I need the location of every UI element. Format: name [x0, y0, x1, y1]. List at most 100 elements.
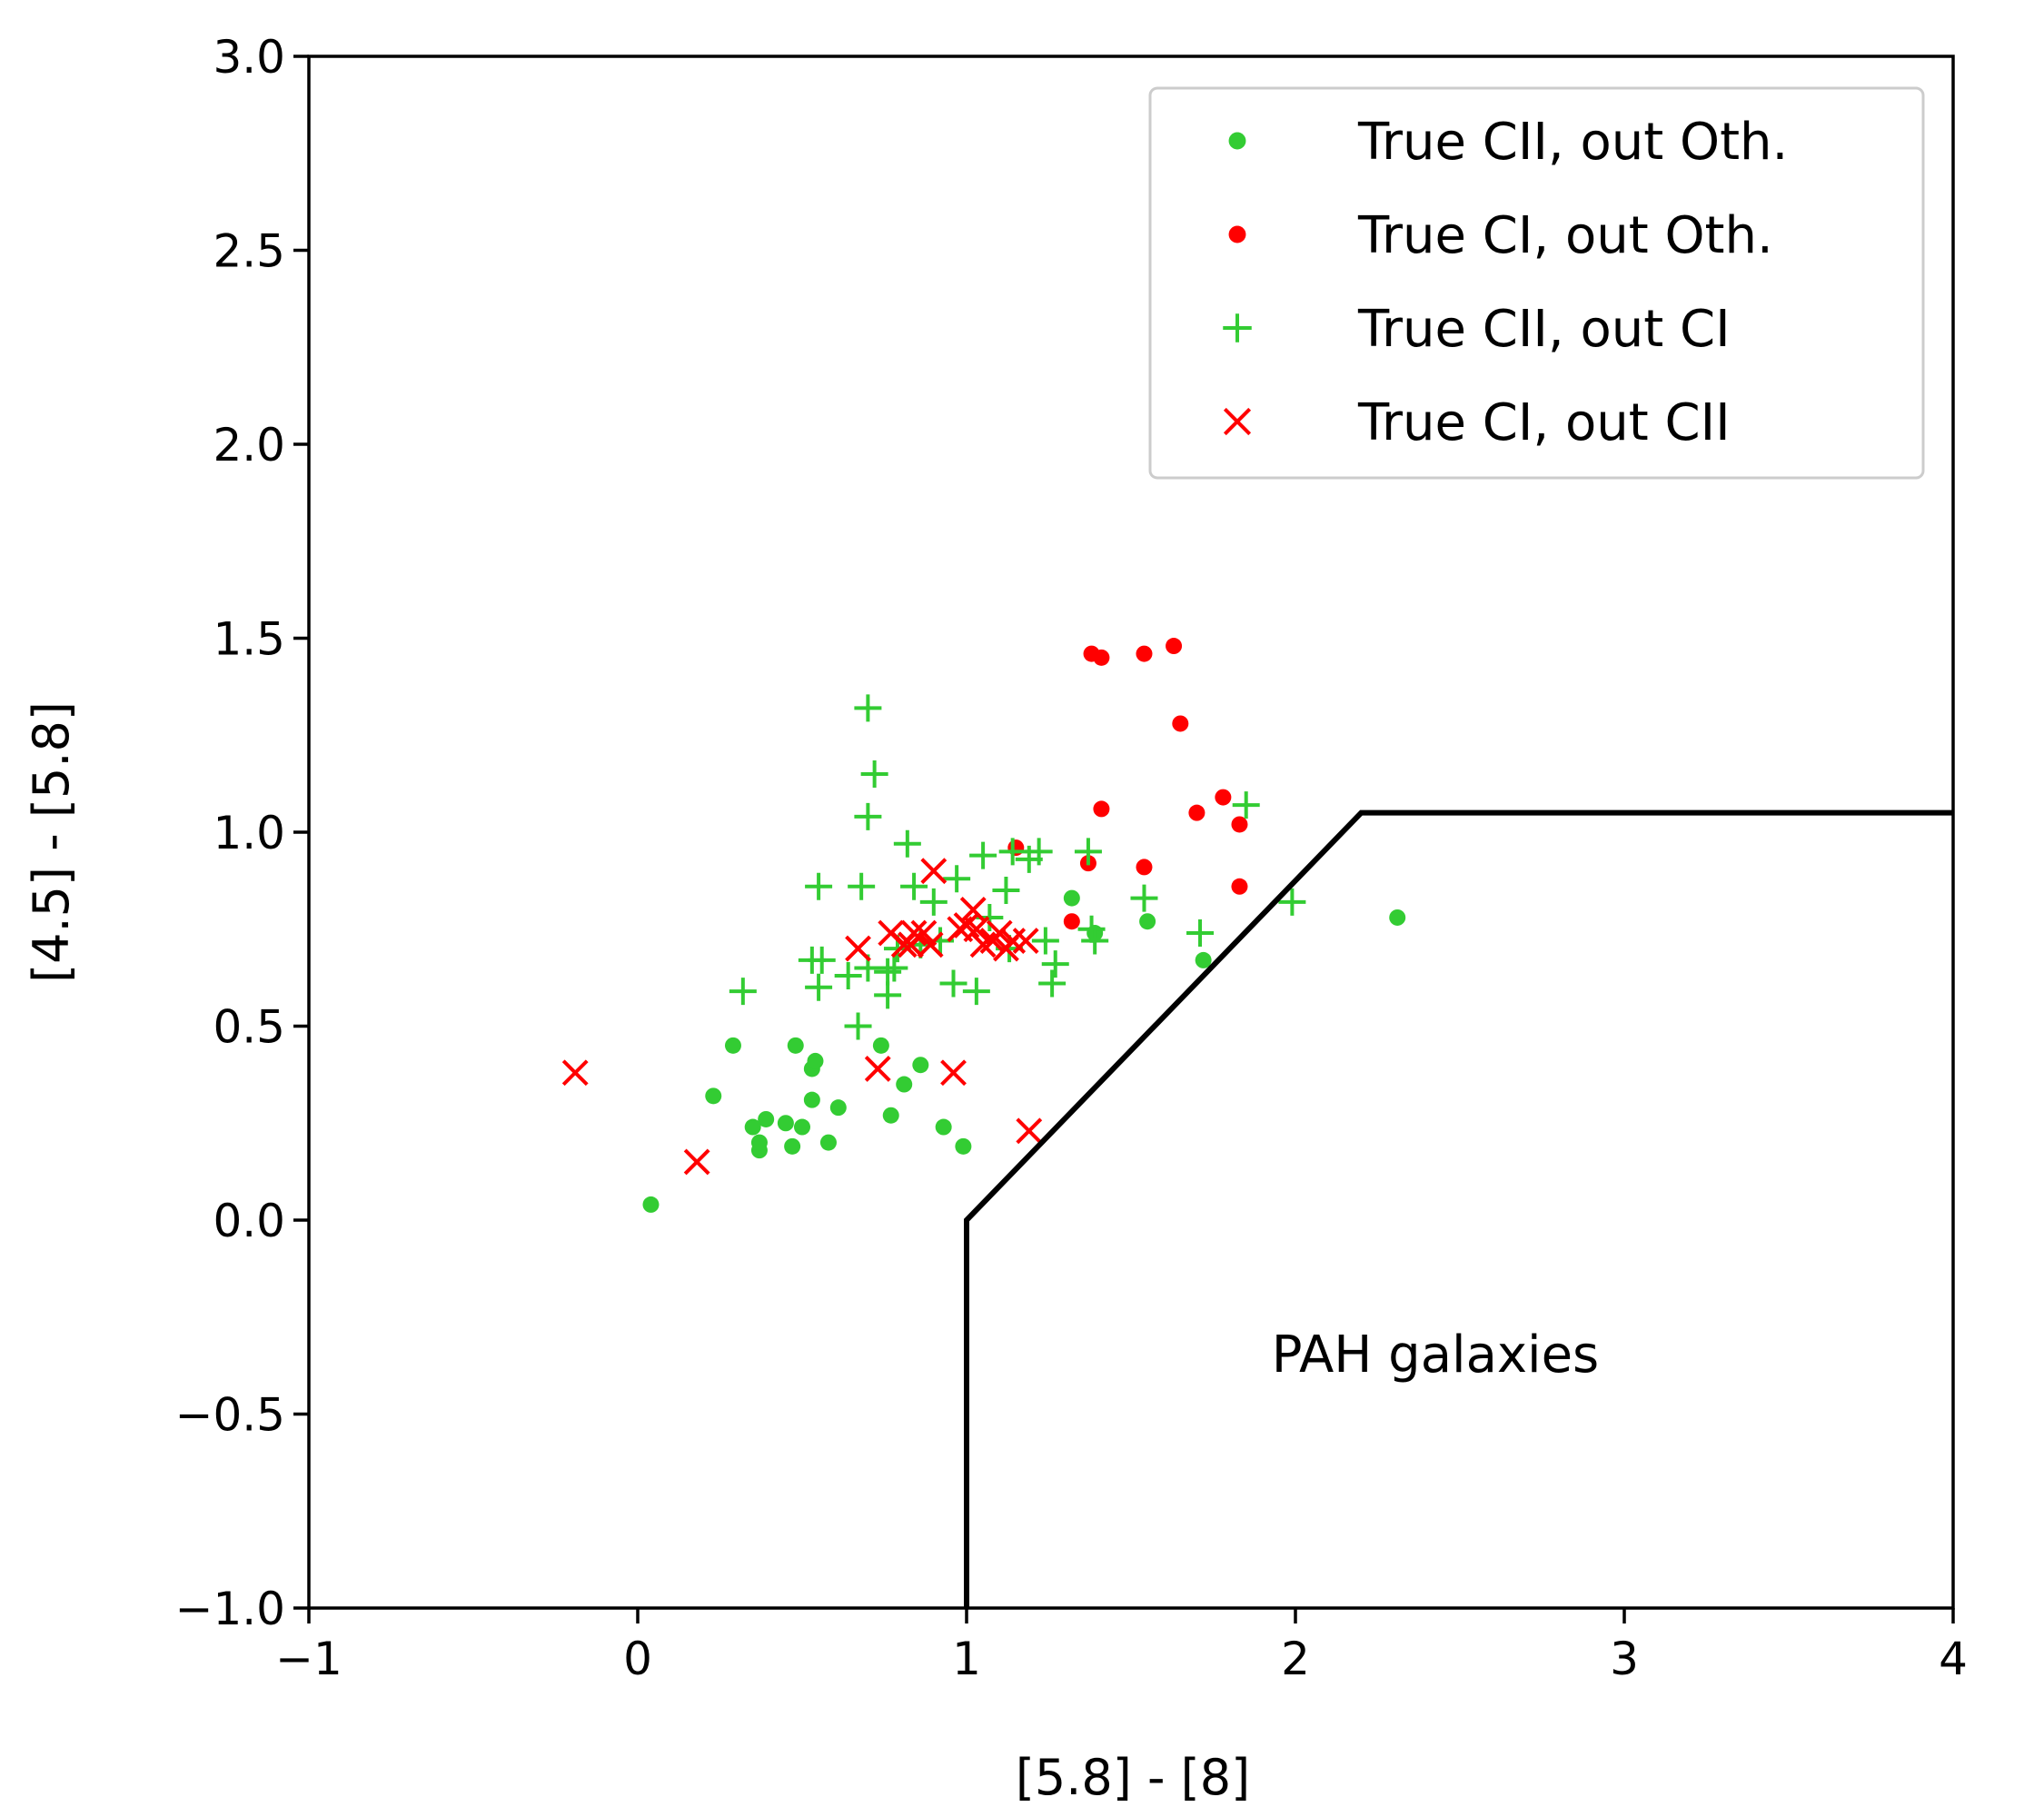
data-point — [777, 1115, 794, 1132]
legend-marker — [1223, 313, 1252, 343]
data-point — [807, 1052, 824, 1069]
data-point — [705, 1087, 722, 1105]
data-point — [969, 841, 997, 869]
y-tick-label: 2.0 — [213, 419, 285, 472]
data-point — [834, 961, 862, 989]
legend-marker — [1228, 225, 1246, 243]
data-point — [1278, 888, 1306, 916]
series-3 — [729, 694, 1306, 1040]
data-point — [642, 1196, 660, 1213]
data-point — [999, 928, 1027, 954]
data-point — [1063, 913, 1080, 930]
data-point — [848, 872, 876, 900]
y-axis-ticks: −1.0 −0.5 0.0 0.5 1.0 1.5 2.0 2.5 3.0 — [175, 31, 309, 1635]
data-point — [1031, 927, 1059, 955]
data-point — [1130, 884, 1158, 912]
data-point — [784, 1137, 801, 1155]
pah-galaxies-label: PAH galaxies — [1272, 1326, 1599, 1385]
data-point — [794, 1118, 810, 1136]
pah-boundary-line — [964, 809, 1953, 1608]
data-point — [561, 1059, 589, 1087]
data-point — [1195, 951, 1212, 968]
y-axis-label: [4.5] - [5.8] — [23, 701, 80, 983]
data-point — [683, 1148, 710, 1176]
data-point — [874, 981, 902, 1009]
data-point — [872, 1037, 889, 1054]
data-point — [992, 877, 1020, 905]
data-point — [1081, 927, 1109, 955]
data-point — [1038, 969, 1067, 998]
data-point — [1016, 1117, 1043, 1145]
data-point — [893, 829, 921, 858]
x-tick-label: −1 — [275, 1633, 342, 1685]
legend-marker — [1223, 407, 1252, 436]
y-tick-label: 0.5 — [213, 1001, 285, 1054]
data-point — [1074, 838, 1102, 866]
series-1 — [642, 889, 1406, 1213]
data-point — [808, 946, 836, 974]
data-point — [1389, 908, 1406, 926]
data-point — [803, 1091, 820, 1108]
y-tick-label: −0.5 — [175, 1389, 285, 1442]
data-point — [744, 1118, 761, 1136]
legend-frame — [1148, 86, 1925, 480]
data-point — [939, 969, 967, 998]
data-point — [854, 694, 882, 722]
series-4 — [561, 858, 1043, 1176]
y-tick-label: 0.0 — [213, 1195, 285, 1247]
data-point — [874, 958, 902, 986]
y-tick-label: −1.0 — [175, 1583, 285, 1635]
data-point — [940, 1059, 967, 1087]
data-point — [1012, 928, 1039, 954]
data-point — [919, 888, 948, 916]
legend-item: True CII, out Oth. — [1228, 113, 1788, 172]
data-point — [882, 1107, 899, 1124]
data-point — [900, 919, 928, 947]
data-point — [986, 919, 1013, 947]
data-point — [787, 1037, 804, 1054]
data-point — [1063, 889, 1080, 907]
y-tick-label: 1.5 — [213, 613, 285, 666]
data-point — [1215, 789, 1232, 806]
data-point — [1025, 838, 1053, 866]
data-point — [724, 1037, 741, 1054]
data-point — [1188, 804, 1206, 821]
data-point — [805, 973, 833, 1001]
y-tick-label: 3.0 — [213, 31, 285, 84]
data-point — [1139, 913, 1156, 930]
data-point — [1007, 839, 1025, 857]
data-point — [998, 838, 1027, 866]
x-tick-label: 1 — [952, 1633, 981, 1685]
data-point — [917, 931, 944, 958]
data-point — [854, 802, 882, 830]
x-tick-label: 0 — [623, 1633, 652, 1685]
data-point — [1077, 915, 1106, 943]
data-point — [943, 865, 971, 893]
x-axis-label: [5.8] - [8] — [1016, 1749, 1250, 1806]
y-tick-label: 2.5 — [213, 225, 285, 278]
data-point — [1136, 645, 1153, 662]
data-point — [880, 954, 908, 982]
data-point — [935, 1118, 952, 1136]
x-axis-ticks: −1 0 1 2 3 4 — [275, 1608, 1968, 1685]
data-point — [758, 1110, 775, 1127]
data-point — [900, 872, 928, 900]
data-point — [1186, 919, 1215, 948]
legend-item: True CI, out CII — [1223, 393, 1731, 452]
data-point — [864, 1056, 891, 1082]
legend-label: True CII, out Oth. — [1357, 113, 1788, 172]
legend-item: True CII, out CI — [1223, 300, 1731, 359]
data-point — [1093, 649, 1110, 666]
data-point — [962, 978, 990, 1006]
boundary-layer — [964, 809, 1953, 1608]
legend-label: True CII, out CI — [1357, 300, 1731, 359]
data-point — [920, 858, 948, 885]
data-point — [844, 1012, 872, 1040]
data-point — [860, 760, 888, 788]
data-point — [1231, 878, 1248, 895]
data-point — [729, 978, 757, 1006]
data-point — [805, 872, 833, 900]
x-tick-label: 2 — [1281, 1633, 1310, 1685]
data-point — [1172, 715, 1189, 732]
